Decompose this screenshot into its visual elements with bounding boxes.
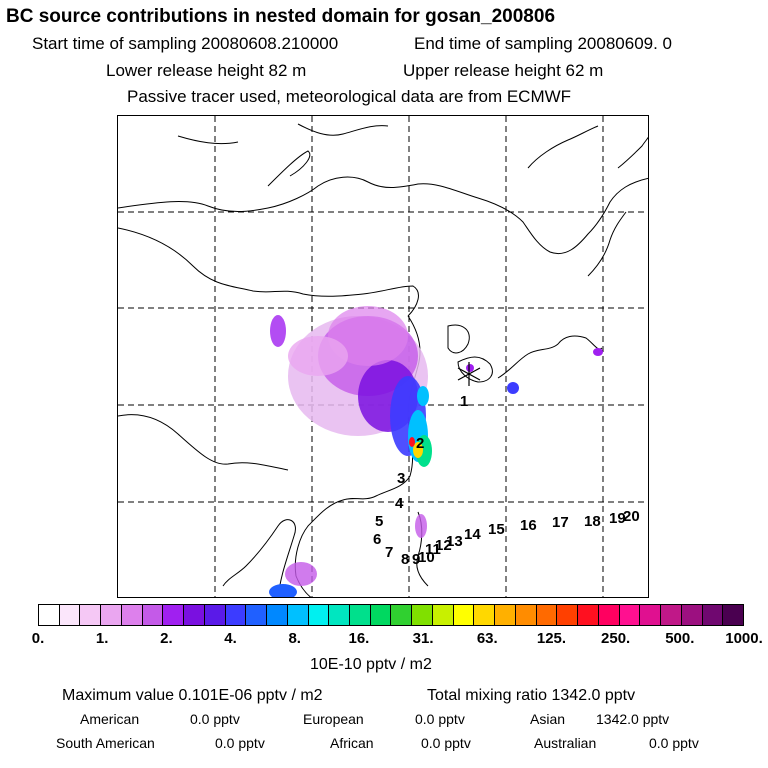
colorbar-tick-label: 4. — [224, 630, 237, 647]
colorbar-tick-label: 8. — [288, 630, 301, 647]
south-american-label: South American — [56, 735, 155, 751]
colorbar-segment — [39, 605, 60, 625]
colorbar — [38, 604, 744, 626]
colorbar-segment — [515, 605, 537, 625]
figure-title: BC source contributions in nested domain… — [6, 6, 556, 27]
colorbar-segment — [557, 605, 579, 625]
colorbar-segment — [681, 605, 703, 625]
trajectory-label: 19 — [609, 510, 626, 527]
colorbar-segment — [142, 605, 164, 625]
african-value: 0.0 pptv — [421, 735, 471, 751]
trajectory-label: 14 — [464, 526, 481, 543]
tracer-note: Passive tracer used, meteorological data… — [127, 87, 572, 106]
colorbar-tick-label: 63. — [476, 630, 498, 647]
colorbar-tick-label: 0. — [31, 630, 45, 647]
colorbar-segment — [329, 605, 351, 625]
colorbar-segment — [80, 605, 102, 625]
colorbar-segment — [350, 605, 371, 625]
colorbar-segment — [702, 605, 724, 625]
colorbar-segment — [640, 605, 662, 625]
trajectory-label: 9 — [412, 551, 420, 568]
trajectory-label: 16 — [520, 517, 537, 534]
map-svg: 1 2 3 4 5 6 7 8 9 10 11 12 13 14 15 16 1… — [118, 116, 648, 597]
colorbar-segment — [121, 605, 143, 625]
asian-label: Asian — [530, 711, 566, 727]
colorbar-segment — [308, 605, 330, 625]
colorbar-segment — [598, 605, 620, 625]
trajectory-label: 18 — [584, 513, 601, 530]
trajectory-labels: 1 2 3 4 5 6 7 8 9 10 11 12 13 14 15 16 1… — [373, 393, 640, 568]
colorbar-segment — [536, 605, 558, 625]
trajectory-label: 2 — [416, 435, 424, 452]
colorbar-tick-label: 31. — [412, 630, 434, 647]
total-mixing-ratio-label: Total mixing ratio 1342.0 pptv — [427, 687, 636, 704]
colorbar-tick-label: 125. — [536, 630, 567, 647]
colorbar-segment — [578, 605, 599, 625]
end-time-label: End time of sampling 20080609. 0 — [414, 34, 673, 53]
african-label: African — [330, 735, 374, 751]
south-american-value: 0.0 pptv — [215, 735, 265, 751]
colorbar-segment — [661, 605, 682, 625]
european-label: European — [303, 711, 364, 727]
trajectory-label: 12 — [435, 537, 452, 554]
maximum-value-label: Maximum value 0.101E-06 pptv / m2 — [62, 687, 323, 704]
asian-value: 1342.0 pptv — [596, 711, 670, 727]
concentration-field — [269, 306, 603, 597]
colorbar-segment — [59, 605, 81, 625]
receptor-marker-icon — [457, 362, 481, 386]
australian-value: 0.0 pptv — [649, 735, 699, 751]
start-time-label: Start time of sampling 20080608.210000 — [32, 34, 339, 53]
colorbar-tick-label: 500. — [665, 630, 695, 647]
colorbar-segment — [370, 605, 392, 625]
trajectory-label: 3 — [397, 470, 405, 487]
lower-height-label: Lower release height 82 m — [106, 61, 307, 80]
colorbar-tick-label: 16. — [348, 630, 370, 647]
colorbar-segment — [412, 605, 433, 625]
colorbar-segment — [453, 605, 475, 625]
trajectory-label: 13 — [446, 533, 463, 550]
american-value: 0.0 pptv — [190, 711, 240, 727]
colorbar-tick-label: 1. — [95, 630, 109, 647]
colorbar-segment — [391, 605, 413, 625]
colorbar-segment — [204, 605, 226, 625]
trajectory-label: 15 — [488, 521, 505, 538]
colorbar-segment — [267, 605, 288, 625]
colorbar-segment — [723, 605, 743, 625]
trajectory-label: 4 — [395, 495, 404, 512]
american-label: American — [80, 711, 140, 727]
colorbar-segment — [474, 605, 496, 625]
colorbar-segment — [101, 605, 122, 625]
trajectory-label: 1 — [460, 393, 468, 410]
colorbar-tick-label: 2. — [160, 630, 173, 647]
australian-label: Australian — [534, 735, 597, 751]
colorbar-segment — [495, 605, 516, 625]
european-value: 0.0 pptv — [415, 711, 465, 727]
coastlines — [118, 123, 648, 597]
colorbar-tick-label: 250. — [601, 630, 631, 647]
colorbar-segment — [432, 605, 454, 625]
map-panel: 1 2 3 4 5 6 7 8 9 10 11 12 13 14 15 16 1… — [117, 115, 649, 598]
trajectory-label: 20 — [623, 508, 640, 525]
trajectory-label: 6 — [373, 531, 381, 548]
trajectory-label: 11 — [425, 541, 441, 558]
colorbar-tick-label: 1000. — [725, 630, 763, 647]
colorbar-segment — [225, 605, 247, 625]
colorbar-segment — [619, 605, 641, 625]
trajectory-label: 5 — [375, 513, 383, 530]
trajectory-label: 7 — [385, 544, 393, 561]
colorbar-segment — [287, 605, 309, 625]
trajectory-label: 10 — [418, 549, 435, 566]
upper-height-label: Upper release height 62 m — [403, 61, 604, 80]
colorbar-segment — [184, 605, 205, 625]
colorbar-segment — [163, 605, 185, 625]
trajectory-label: 17 — [552, 514, 569, 531]
colorbar-segment — [246, 605, 268, 625]
trajectory-label: 8 — [401, 551, 409, 568]
colorbar-units: 10E-10 pptv / m2 — [310, 656, 432, 673]
